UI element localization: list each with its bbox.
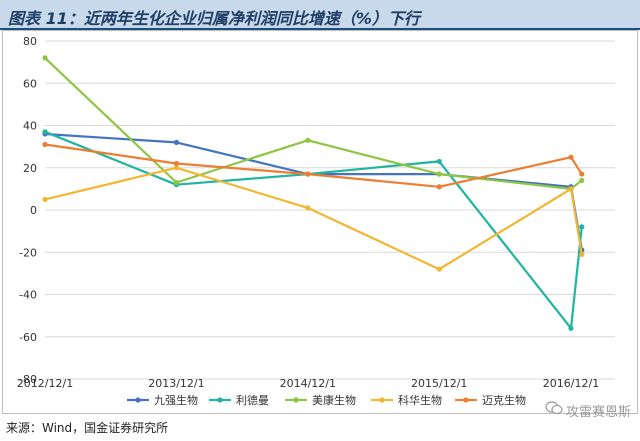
legend-marker: [463, 397, 469, 403]
watermark: 攻雷赛恩斯: [566, 405, 632, 420]
data-point: [42, 141, 48, 148]
series-line-1: [44, 130, 583, 330]
y-tick-label: 40: [23, 120, 37, 133]
x-tick-label: 2013/12/1: [148, 377, 204, 390]
data-point: [173, 139, 180, 145]
line-chart: -80 -60 -40 -20 0 20 40 60 80 2012/12/1 2013/12/1 2…: [17, 35, 615, 407]
y-tick-label: -60: [19, 331, 37, 344]
data-point: [579, 224, 585, 230]
data-point: [579, 177, 585, 184]
chart-panel: -80 -60 -40 -20 0 20 40 60 80 2012/12/1 2013/12/1 2…: [2, 30, 638, 414]
y-tick-label: 0: [30, 204, 37, 217]
series-line-0: [44, 132, 583, 251]
legend-label: 九强生物: [154, 393, 198, 407]
x-tick-label: 2015/12/1: [411, 377, 467, 390]
y-tick-label: 60: [23, 77, 37, 90]
data-point: [173, 165, 180, 171]
y-tick-label: 80: [23, 35, 37, 48]
y-tick-label: -20: [19, 246, 37, 259]
x-tick-label: 2016/12/1: [543, 377, 599, 390]
legend-label: 美康生物: [312, 393, 356, 407]
wechat-icon: [545, 401, 563, 415]
series-line-4: [44, 143, 583, 188]
data-point: [568, 325, 574, 331]
series-line-2: [44, 57, 583, 190]
data-point: [42, 196, 48, 203]
legend-label: 科华生物: [398, 393, 442, 407]
data-point: [42, 55, 48, 61]
data-point: [436, 171, 442, 177]
legend-label: 迈克生物: [482, 393, 526, 407]
data-point: [568, 154, 574, 160]
y-tick-label: 20: [23, 162, 37, 175]
x-tick-label: 2014/12/1: [280, 377, 336, 390]
chart-title: 图表 11：近两年生化企业归属净利润同比增速（%）下行: [8, 9, 420, 28]
legend-marker: [217, 397, 223, 403]
y-tick-label: -80: [19, 373, 37, 386]
data-point: [568, 186, 574, 192]
data-point: [436, 158, 442, 165]
legend-label: 利德曼: [236, 393, 269, 407]
x-tick-label: 2012/12/1: [17, 377, 73, 390]
data-point: [579, 251, 585, 257]
data-point: [173, 160, 180, 167]
data-point: [305, 205, 311, 211]
legend-marker: [293, 397, 299, 403]
legend-marker: [135, 397, 141, 403]
series-line-3: [44, 166, 583, 271]
data-point: [305, 137, 311, 143]
title-bar: 图表 11：近两年生化企业归属净利润同比增速（%）下行: [0, 0, 640, 30]
data-point: [436, 184, 442, 190]
data-point: [305, 171, 311, 177]
source-note: 来源：Wind，国金证券研究所: [6, 421, 169, 435]
data-point: [173, 179, 180, 186]
y-tick-label: -40: [19, 289, 37, 302]
data-point: [436, 266, 442, 272]
data-point: [42, 129, 48, 135]
legend-marker: [379, 397, 385, 403]
data-point: [579, 171, 585, 177]
